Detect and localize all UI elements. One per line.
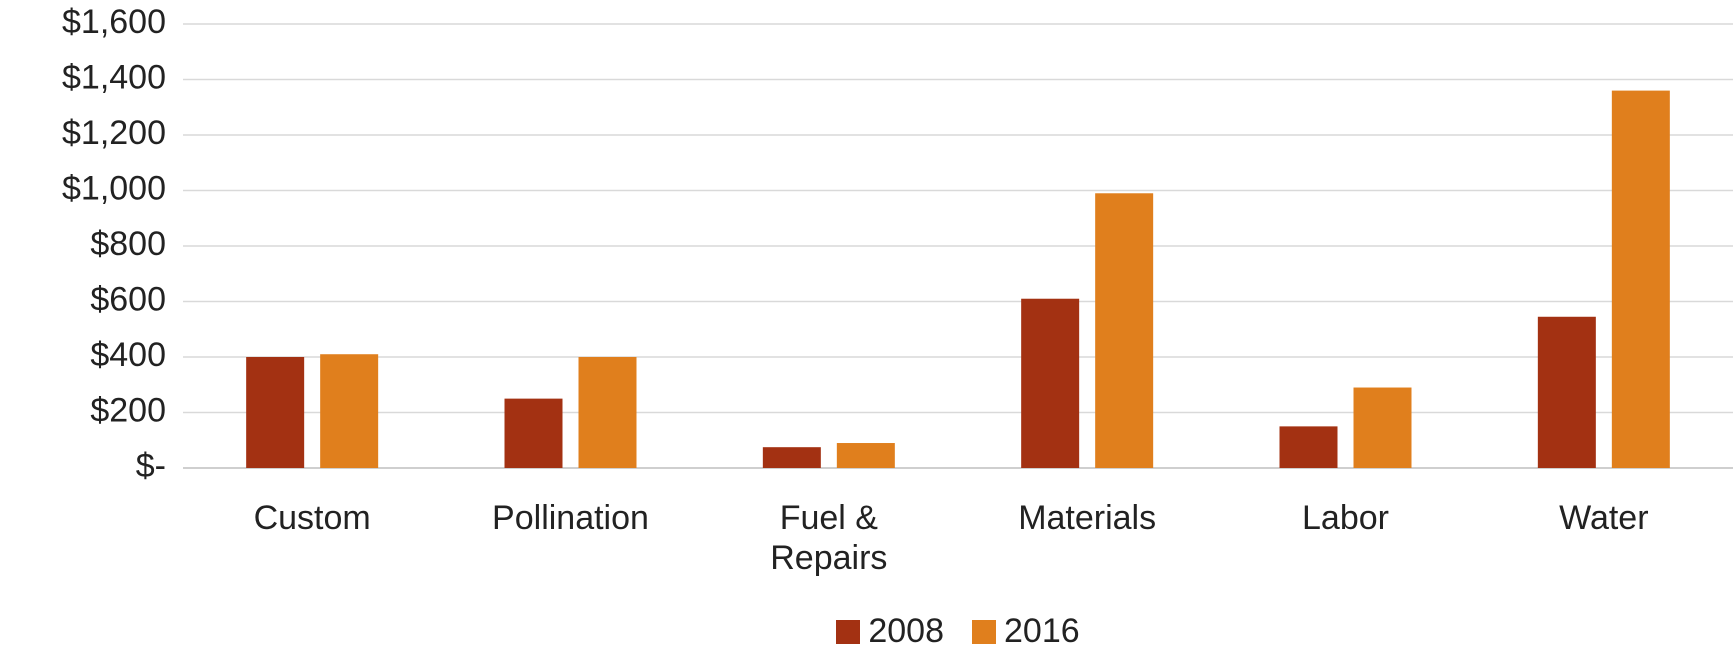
bar [504,398,563,468]
y-tick-label: $- [136,447,166,485]
bar [762,447,821,468]
bar [246,357,305,468]
bar [1279,426,1338,468]
bar [836,443,895,468]
y-tick-label: $1,000 [62,169,166,207]
bar [1353,387,1412,468]
bar [320,354,379,468]
legend: 2008 2016 [0,612,1736,651]
y-tick-label: $800 [90,225,166,263]
y-tick-label: $1,200 [62,114,166,152]
bar [1611,90,1670,468]
bar [1021,298,1080,468]
legend-label: 2008 [868,612,944,650]
x-tick-label: Custom [253,499,371,537]
legend-label: 2016 [1004,612,1080,650]
x-tick-label: Pollination [492,499,649,537]
y-tick-label: $200 [90,391,166,429]
legend-swatch [972,619,996,644]
y-tick-label: $1,600 [62,3,166,41]
bar [578,357,637,468]
x-tick-label: Water [1559,499,1649,537]
x-tick-label: Fuel & Repairs [770,499,888,577]
bar [1537,316,1596,468]
bar [1095,193,1154,468]
x-tick-label: Materials [1018,499,1157,537]
x-tick-label: Labor [1302,499,1389,537]
y-tick-label: $600 [90,280,166,318]
legend-swatch [836,619,861,644]
y-tick-label: $1,400 [62,58,166,96]
y-tick-label: $400 [90,336,166,374]
legend-item: 2008 [836,612,944,651]
legend-item: 2016 [972,612,1080,651]
